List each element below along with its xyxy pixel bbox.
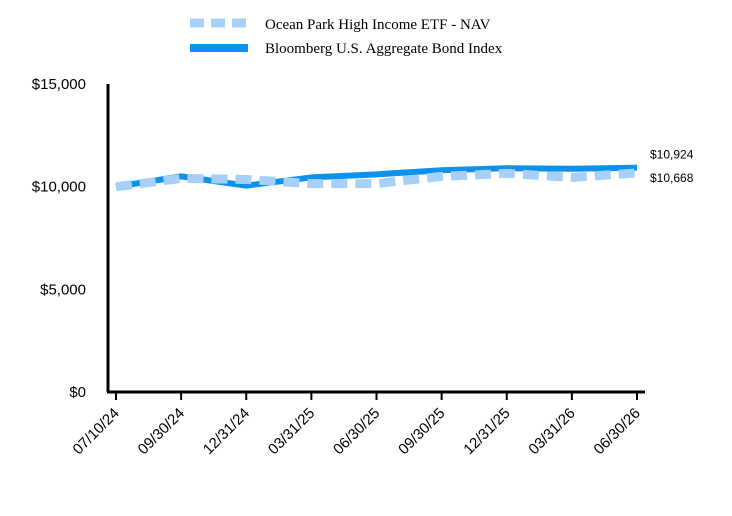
x-tick-label: 06/30/26 — [591, 405, 644, 458]
x-tick-label: 07/10/24 — [70, 405, 123, 458]
x-tick-label: 03/31/25 — [265, 405, 318, 458]
series-group — [115, 164, 638, 192]
x-ticks: 07/10/24 09/30/24 12/31/24 03/31/25 06/30/25… — [70, 392, 644, 458]
y-tick-label: $15,000 — [32, 76, 86, 93]
x-tick-label: 09/30/24 — [135, 405, 188, 458]
x-tick-label: 12/31/25 — [460, 405, 513, 458]
y-tick-label: $0 — [69, 384, 86, 401]
x-tick-label: 06/30/25 — [330, 405, 383, 458]
x-tick-label: 09/30/25 — [395, 405, 448, 458]
end-label-nav: $10,668 — [650, 171, 694, 185]
end-label-index: $10,924 — [650, 148, 694, 162]
series-line-nav — [115, 168, 638, 192]
axes — [106, 84, 645, 394]
end-labels: $10,924 $10,668 — [650, 148, 694, 185]
y-tick-label: $10,000 — [32, 179, 86, 196]
x-tick-label: 03/31/26 — [525, 405, 578, 458]
y-tick-label: $5,000 — [40, 281, 86, 298]
x-tick-label: 12/31/24 — [200, 405, 253, 458]
legend-label-nav: Ocean Park High Income ETF - NAV — [265, 17, 491, 33]
y-ticks: $0 $5,000 $10,000 $15,000 — [32, 76, 86, 401]
legend-label-index: Bloomberg U.S. Aggregate Bond Index — [265, 41, 503, 57]
legend: Ocean Park High Income ETF - NAV Bloombe… — [190, 17, 503, 57]
